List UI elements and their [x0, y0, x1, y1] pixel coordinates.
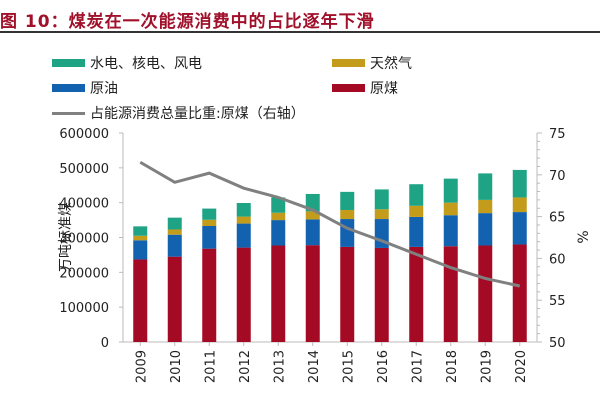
legend-label: 水电、核电、风电: [90, 56, 202, 72]
y-tick-label: 500000: [59, 162, 109, 177]
legend-swatch: [332, 59, 365, 67]
legend-coal-share-line: 占能源消费总量比重:原煤（右轴）: [52, 103, 305, 123]
bar-2016-series-2: [374, 209, 389, 220]
bar-2014-series-1: [305, 219, 320, 246]
bar-2012-series-1: [236, 223, 251, 248]
bar-2016-series-3: [374, 189, 389, 210]
x-tick-label: 2013: [272, 350, 287, 383]
bar-2020-series-3: [512, 169, 527, 198]
chart-title: 图 10：煤炭在一次能源消费中的占比逐年下滑: [0, 12, 375, 32]
bar-2010-series-2: [167, 229, 182, 235]
bar-2013-series-2: [271, 212, 286, 221]
bar-2011-series-1: [202, 226, 217, 249]
legend-label: 天然气: [370, 56, 412, 72]
legend-hydro-nuclear-wind: 水电、核电、风电: [52, 53, 202, 73]
y-tick-label: 600000: [59, 127, 109, 142]
legend-label: 原油: [90, 81, 118, 97]
bar-2009-series-3: [133, 226, 148, 236]
bar-2009-series-2: [133, 235, 148, 241]
bar-2017-series-2: [409, 205, 424, 217]
bar-2010-series-0: [167, 256, 182, 342]
legend-label: 原煤: [370, 81, 398, 97]
y-tick-label: 300000: [59, 232, 109, 247]
bar-2014-series-2: [305, 211, 320, 220]
bar-2014-series-3: [305, 193, 320, 212]
x-tick-label: 2017: [410, 350, 425, 383]
y2-tick-label: 75: [549, 127, 566, 142]
bar-2015-series-2: [340, 209, 355, 220]
y2-tick-label: 70: [549, 169, 566, 184]
bar-2019-series-1: [478, 213, 493, 246]
bar-2010-series-3: [167, 217, 182, 230]
x-tick-label: 2009: [134, 350, 149, 383]
y2-tick-label: 65: [549, 211, 566, 226]
legend-crude-oil: 原油: [52, 78, 118, 98]
y-tick-label: 400000: [59, 197, 109, 212]
x-tick-label: 2010: [169, 350, 184, 383]
y-tick-label: 100000: [59, 301, 109, 316]
bar-2013-series-0: [271, 245, 286, 342]
bar-2011-series-3: [202, 208, 217, 220]
bar-2011-series-0: [202, 248, 217, 342]
bar-2020-series-0: [512, 244, 527, 342]
bar-2015-series-1: [340, 219, 355, 247]
x-tick-label: 2019: [479, 350, 494, 383]
bar-2019-series-2: [478, 199, 493, 214]
x-tick-label: 2012: [238, 350, 253, 383]
bar-2012-series-3: [236, 203, 251, 217]
legend-raw-coal: 原煤: [332, 78, 398, 98]
legend-swatch: [52, 59, 85, 67]
title-divider: [0, 31, 600, 33]
x-tick-label: 2020: [514, 350, 529, 383]
bar-2009-series-1: [133, 240, 148, 260]
y-tick-label: 0: [101, 336, 109, 351]
bar-2017-series-1: [409, 216, 424, 247]
y2-tick-label: 55: [549, 294, 566, 309]
x-tick-label: 2015: [341, 350, 356, 383]
bar-2014-series-0: [305, 245, 320, 342]
bar-2012-series-2: [236, 216, 251, 224]
coal-share-line: [139, 160, 521, 288]
y2-tick-label: 50: [549, 336, 566, 351]
bar-2012-series-0: [236, 247, 251, 342]
legend-natural-gas: 天然气: [332, 53, 412, 73]
y2-axis-title: %: [576, 230, 592, 243]
bar-2019-series-3: [478, 173, 493, 200]
legend-line-swatch: [52, 111, 85, 115]
x-tick-label: 2018: [445, 350, 460, 383]
bar-2013-series-1: [271, 220, 286, 246]
bar-2019-series-0: [478, 245, 493, 342]
bar-2018-series-1: [443, 215, 458, 247]
bar-2018-series-3: [443, 178, 458, 203]
y2-tick-label: 60: [549, 252, 566, 267]
bar-2020-series-2: [512, 197, 527, 213]
bar-2011-series-2: [202, 219, 217, 227]
bar-2020-series-1: [512, 212, 527, 245]
bar-2016-series-0: [374, 247, 389, 342]
x-tick-label: 2016: [376, 350, 391, 383]
y-axis-title: 万吨标准煤: [58, 202, 74, 272]
y-tick-label: 200000: [59, 266, 109, 281]
legend-swatch: [52, 84, 85, 92]
bar-2009-series-0: [133, 259, 148, 342]
bar-2013-series-3: [271, 197, 286, 213]
bar-2015-series-0: [340, 246, 355, 342]
x-tick-label: 2011: [203, 350, 218, 383]
bar-2017-series-0: [409, 246, 424, 342]
bar-2010-series-1: [167, 234, 182, 257]
bar-2018-series-0: [443, 246, 458, 342]
legend-swatch: [332, 84, 365, 92]
bar-2015-series-3: [340, 191, 355, 210]
x-tick-label: 2014: [307, 350, 322, 383]
bar-2018-series-2: [443, 202, 458, 216]
legend-label: 占能源消费总量比重:原煤（右轴）: [90, 106, 305, 122]
bar-2017-series-3: [409, 184, 424, 206]
